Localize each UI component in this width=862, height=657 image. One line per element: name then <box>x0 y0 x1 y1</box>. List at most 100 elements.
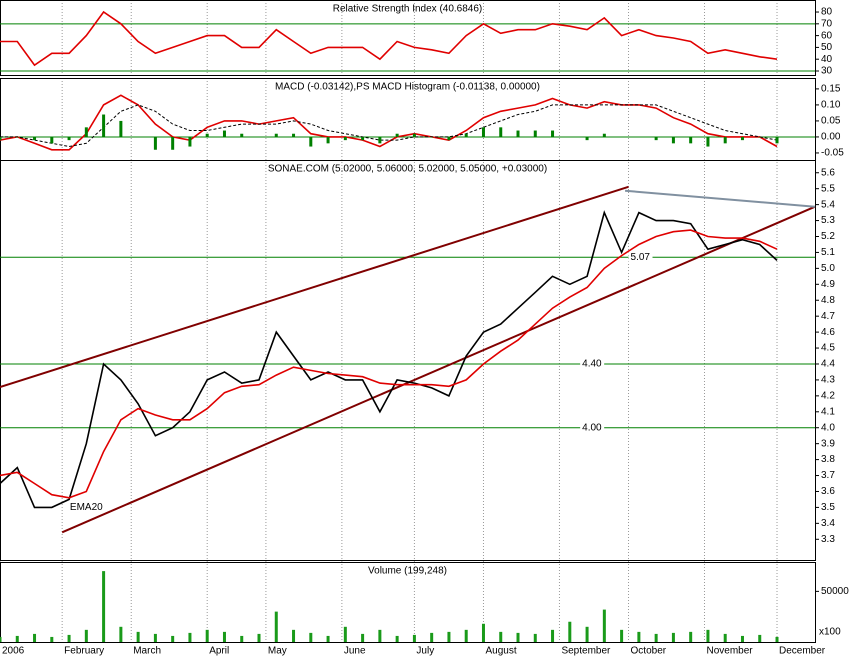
volume-bar <box>205 629 209 642</box>
histogram-bar <box>67 136 71 141</box>
histogram-bar <box>309 136 313 147</box>
y-tick-label: 4.4 <box>821 359 835 370</box>
volume-bar <box>654 633 658 642</box>
volume-bar <box>33 633 37 642</box>
histogram-bar <box>740 136 744 141</box>
x-tick-label: August <box>485 646 516 657</box>
histogram-bar <box>240 133 244 137</box>
histogram-bar <box>188 136 192 147</box>
series-line <box>0 104 778 148</box>
volume-bar <box>620 629 624 642</box>
y-tick-label: 3.3 <box>821 534 835 545</box>
histogram-bar <box>136 136 140 138</box>
panel-title: SONAE.COM (5.02000, 5.06000, 5.02000, 5.… <box>268 164 547 175</box>
y-tick-label: 4.7 <box>821 311 835 322</box>
histogram-bar <box>516 130 520 137</box>
volume-bar <box>343 626 347 642</box>
y-tick-label: 5.6 <box>821 167 835 178</box>
y-tick-label: 4.6 <box>821 327 835 338</box>
x-tick-label: May <box>268 646 287 657</box>
histogram-bar <box>361 136 365 141</box>
x-tick-label: March <box>133 646 161 657</box>
y-tick-label: 4.8 <box>821 295 835 306</box>
panel-frame <box>0 562 816 643</box>
histogram-bar <box>395 133 399 137</box>
panel-frame <box>0 160 816 561</box>
y-tick-label: 4.2 <box>821 390 835 401</box>
volume-bar <box>257 633 261 642</box>
y-tick-label: 5.5 <box>821 183 835 194</box>
x-tick-label: February <box>64 646 104 657</box>
histogram-bar <box>15 136 19 138</box>
series-line <box>0 229 778 499</box>
volume-bar <box>361 633 365 642</box>
x-tick-label: 2006 <box>2 646 25 657</box>
histogram-bar <box>0 136 2 141</box>
volume-bar <box>637 631 641 642</box>
volume-bar <box>516 632 520 642</box>
x-tick-label: December <box>779 646 826 657</box>
trend-line <box>0 185 629 389</box>
x-tick-label: July <box>416 646 434 657</box>
volume-bar <box>309 632 313 642</box>
histogram-bar <box>551 130 555 137</box>
volume-bar <box>240 635 244 642</box>
histogram-bar <box>171 136 175 150</box>
histogram-bar <box>412 133 416 137</box>
volume-bar <box>0 636 2 642</box>
series-line <box>0 10 778 67</box>
volume-bar <box>568 621 572 642</box>
volume-bar <box>67 634 71 642</box>
y-tick-label: -0.05 <box>821 148 844 159</box>
histogram-bar <box>706 136 710 147</box>
y-tick-label: 4.9 <box>821 279 835 290</box>
y-tick-label: 3.5 <box>821 502 835 513</box>
volume-bar <box>533 633 537 642</box>
histogram-bar <box>274 133 278 137</box>
histogram-bar <box>602 133 606 137</box>
y-tick-label: 50000 <box>821 586 849 597</box>
volume-bar <box>326 635 330 642</box>
volume-bar <box>292 629 296 642</box>
series-label: EMA20 <box>70 502 103 513</box>
y-tick-label: 4.0 <box>821 422 835 433</box>
volume-bar <box>222 631 226 642</box>
level-label: 4.40 <box>582 359 602 370</box>
histogram-bar <box>257 136 261 138</box>
y-tick-label: 5.0 <box>821 263 835 274</box>
y-tick-label: 3.8 <box>821 454 835 465</box>
trend-line <box>624 189 816 208</box>
volume-bar <box>412 634 416 642</box>
volume-bar <box>551 629 555 642</box>
level-label: 5.07 <box>631 252 651 263</box>
histogram-bar <box>102 114 106 137</box>
volume-bar <box>723 633 727 642</box>
volume-bar <box>50 636 54 642</box>
volume-bar <box>671 632 675 642</box>
histogram-bar <box>637 136 641 138</box>
level-label-bg <box>580 357 605 370</box>
x-tick-label: September <box>561 646 611 657</box>
y-tick-label: 5.3 <box>821 215 835 226</box>
histogram-bar <box>378 136 382 144</box>
histogram-bar <box>222 130 226 137</box>
histogram-bar <box>533 130 537 137</box>
volume-bar <box>274 611 278 642</box>
histogram-bar <box>430 136 434 138</box>
volume-bar <box>689 631 693 642</box>
volume-bar <box>84 629 88 642</box>
y-tick-label: 3.4 <box>821 518 835 529</box>
x-tick-label: June <box>344 646 366 657</box>
y-tick-label: 60 <box>821 30 833 41</box>
volume-bar <box>378 629 382 642</box>
y-tick-label: 4.5 <box>821 343 835 354</box>
volume-bar <box>499 631 503 642</box>
volume-bar <box>15 635 19 642</box>
y-tick-label: 80 <box>821 7 833 18</box>
volume-bar <box>430 632 434 642</box>
trend-line <box>61 205 816 534</box>
y-tick-label: 4.3 <box>821 375 835 386</box>
y-tick-label: 3.7 <box>821 470 835 481</box>
y-tick-label: 70 <box>821 18 833 29</box>
